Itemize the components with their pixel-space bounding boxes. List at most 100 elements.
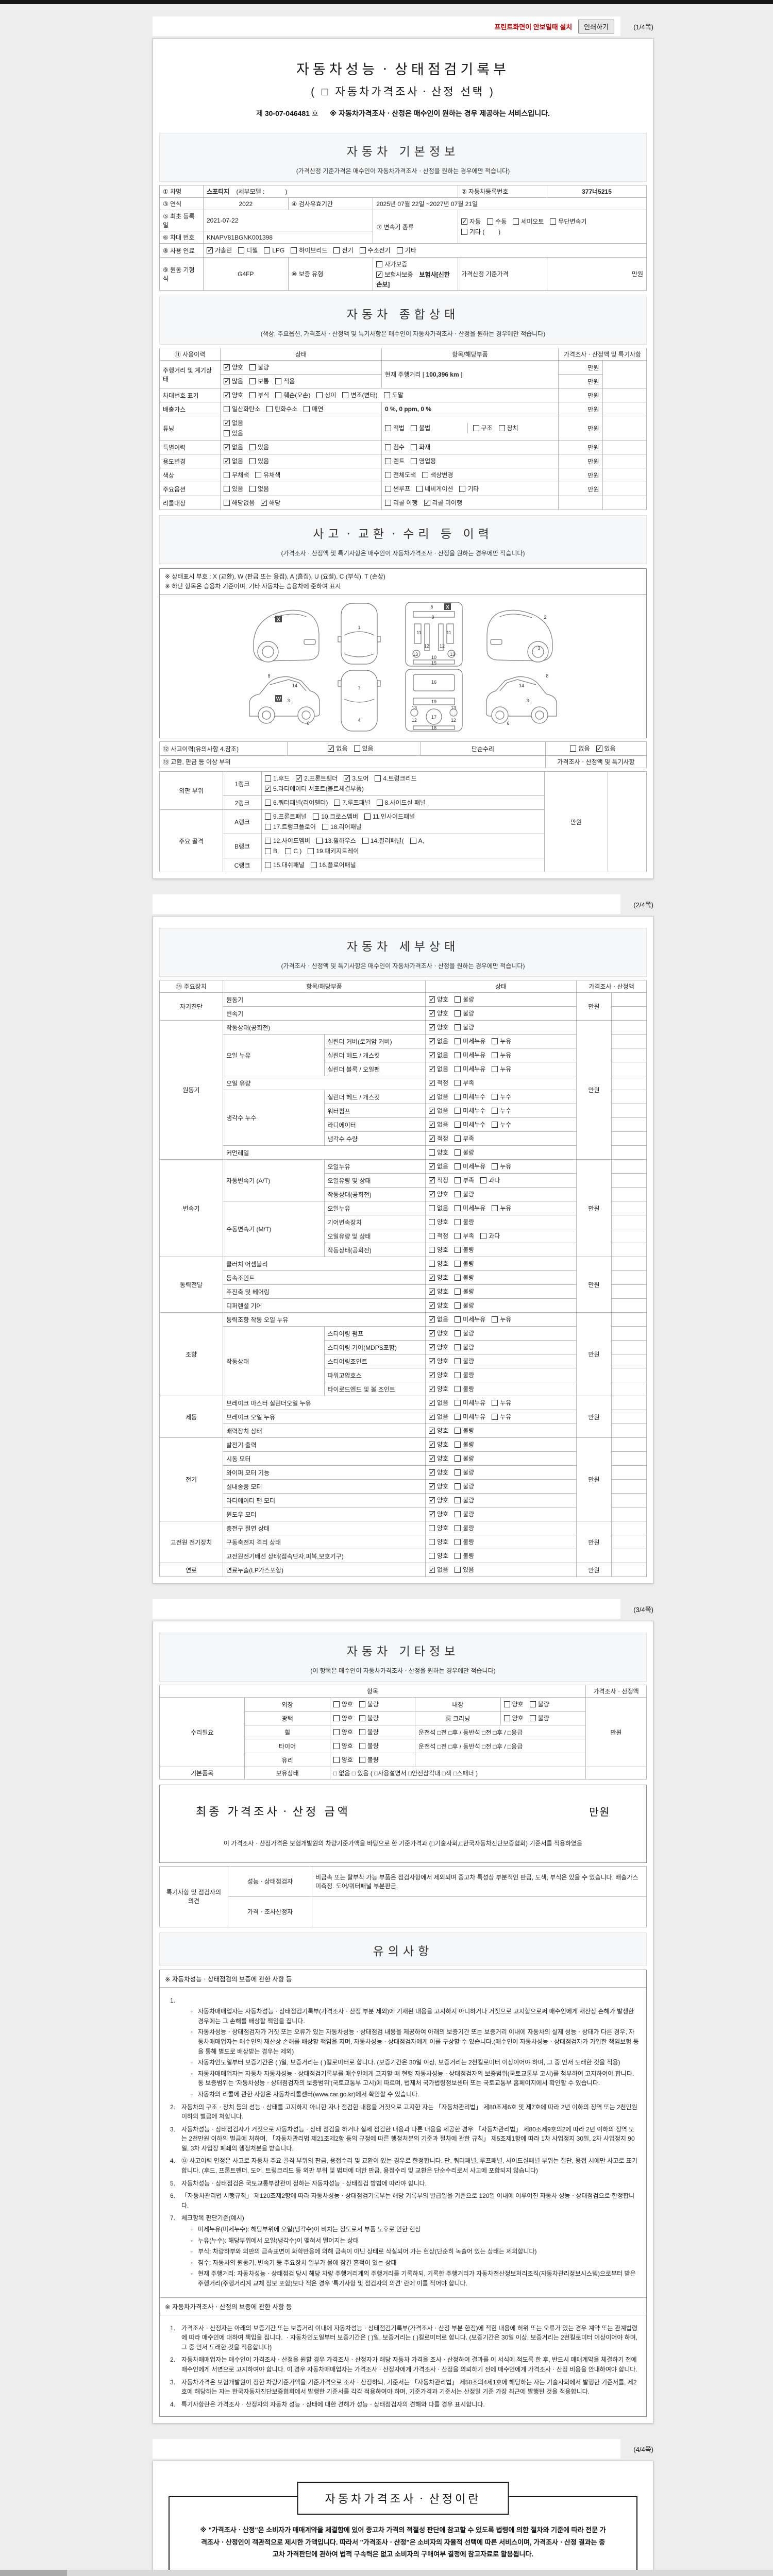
checkbox-없음[interactable] xyxy=(429,1036,435,1046)
checkbox-있음[interactable] xyxy=(249,458,256,464)
checkbox-리콜 이행[interactable] xyxy=(385,500,391,506)
checkbox-적정[interactable] xyxy=(429,1175,435,1185)
checkbox-없음[interactable] xyxy=(224,418,230,428)
checkbox-미세누유[interactable] xyxy=(455,1414,461,1420)
checkbox-불량[interactable] xyxy=(359,1729,365,1736)
checkbox-없음[interactable] xyxy=(429,1314,435,1325)
checkbox-무단변속기[interactable] xyxy=(550,218,557,225)
checkbox-미세누유[interactable] xyxy=(455,1316,461,1323)
checkbox-누유[interactable] xyxy=(492,1400,498,1406)
checkbox-미세누수[interactable] xyxy=(455,1122,461,1128)
checkbox-유채색[interactable] xyxy=(255,472,262,478)
checkbox-세미오토[interactable] xyxy=(513,218,519,225)
checkbox-불량[interactable] xyxy=(455,1469,461,1476)
checkbox-양호[interactable] xyxy=(333,1743,340,1750)
checkbox-부족[interactable] xyxy=(455,1136,461,1142)
checkbox-탄화수소[interactable] xyxy=(266,406,273,412)
checkbox-없음[interactable] xyxy=(570,745,577,752)
checkbox-양호[interactable] xyxy=(429,1370,435,1380)
checkbox-적정[interactable] xyxy=(429,1078,435,1088)
checkbox-5.라디에이터 서포트(볼트체결부품)[interactable] xyxy=(265,784,271,794)
checkbox-불량[interactable] xyxy=(359,1757,365,1764)
checkbox-불량[interactable] xyxy=(455,1497,461,1504)
checkbox-7.루프패널[interactable] xyxy=(334,800,341,806)
checkbox-부식[interactable] xyxy=(249,392,256,398)
checkbox-3.도어[interactable] xyxy=(344,773,350,784)
checkbox-양호[interactable] xyxy=(429,1008,435,1019)
checkbox-보통[interactable] xyxy=(249,378,256,384)
checkbox-보험사보증[interactable] xyxy=(376,269,383,280)
checkbox-양호[interactable] xyxy=(429,1342,435,1352)
checkbox-양호[interactable] xyxy=(429,1247,435,1253)
checkbox-불법[interactable] xyxy=(411,425,417,431)
checkbox-양호[interactable] xyxy=(429,1286,435,1297)
checkbox-있음[interactable] xyxy=(455,1567,461,1573)
checkbox-불량[interactable] xyxy=(455,1275,461,1281)
checkbox-양호[interactable] xyxy=(429,1022,435,1032)
checkbox-있음[interactable] xyxy=(596,743,602,754)
checkbox-있음[interactable] xyxy=(224,430,230,436)
checkbox-양호[interactable] xyxy=(429,1481,435,1492)
checkbox-기타[interactable] xyxy=(459,486,466,492)
checkbox-4.트렁크리드[interactable] xyxy=(375,775,381,782)
checkbox-해당[interactable] xyxy=(261,498,267,508)
checkbox-기타[interactable] xyxy=(396,247,403,253)
checkbox-미세누유[interactable] xyxy=(455,1400,461,1406)
checkbox-없음[interactable] xyxy=(328,743,334,754)
checkbox-많음[interactable] xyxy=(224,376,230,386)
checkbox-해당없음[interactable] xyxy=(224,500,230,506)
checkbox-양호[interactable] xyxy=(429,1328,435,1338)
checkbox-없음[interactable] xyxy=(429,1161,435,1172)
checkbox-자동[interactable] xyxy=(461,216,467,227)
checkbox-훼손(오손)[interactable] xyxy=(275,392,282,398)
checkbox-양호[interactable] xyxy=(429,1467,435,1478)
checkbox-불량[interactable] xyxy=(455,1247,461,1253)
checkbox-누유[interactable] xyxy=(492,1038,498,1045)
checkbox-미세누유[interactable] xyxy=(455,1205,461,1212)
checkbox-불량[interactable] xyxy=(455,1149,461,1156)
checkbox-누유[interactable] xyxy=(492,1316,498,1323)
checkbox-불량[interactable] xyxy=(455,1511,461,1518)
checkbox-네비게이션[interactable] xyxy=(416,486,423,492)
checkbox-양호[interactable] xyxy=(224,362,230,372)
checkbox-14.필러패널([interactable] xyxy=(362,838,368,844)
checkbox-미세누유[interactable] xyxy=(455,1163,461,1170)
checkbox-영업용[interactable] xyxy=(411,458,417,464)
checkbox-불량[interactable] xyxy=(455,1386,461,1393)
checkbox-양호[interactable] xyxy=(429,1273,435,1283)
checkbox-불량[interactable] xyxy=(455,1553,461,1560)
checkbox-가솔린[interactable] xyxy=(207,245,213,256)
checkbox-무채색[interactable] xyxy=(224,472,230,478)
checkbox-누유[interactable] xyxy=(492,1066,498,1073)
checkbox-전체도색[interactable] xyxy=(385,472,391,478)
checkbox-불량[interactable] xyxy=(359,1715,365,1722)
checkbox-불량[interactable] xyxy=(529,1715,536,1722)
checkbox-화재[interactable] xyxy=(411,444,417,450)
checkbox-불량[interactable] xyxy=(455,1289,461,1295)
checkbox-양호[interactable] xyxy=(429,1149,435,1156)
checkbox-없음[interactable] xyxy=(429,1092,435,1102)
checkbox-부족[interactable] xyxy=(455,1080,461,1087)
checkbox-없음[interactable] xyxy=(429,1050,435,1060)
checkbox-매연[interactable] xyxy=(304,406,310,412)
checkbox-구조[interactable] xyxy=(473,425,479,431)
checkbox-양호[interactable] xyxy=(503,1715,510,1722)
checkbox-하이브리드[interactable] xyxy=(291,247,297,253)
print-notice-link[interactable]: 프린트화면이 안보일때 설치 xyxy=(494,23,573,31)
checkbox-불량[interactable] xyxy=(455,1372,461,1379)
checkbox-불량[interactable] xyxy=(455,1358,461,1365)
checkbox-부족[interactable] xyxy=(455,1233,461,1240)
checkbox-부족[interactable] xyxy=(455,1177,461,1184)
checkbox-적정[interactable] xyxy=(429,1233,435,1240)
checkbox-불량[interactable] xyxy=(455,1539,461,1546)
checkbox-양호[interactable] xyxy=(429,1495,435,1505)
checkbox-16.플로어패널[interactable] xyxy=(310,862,317,869)
checkbox-기타 ( )[interactable] xyxy=(461,229,467,235)
checkbox-19.패키지트레이[interactable] xyxy=(308,848,314,855)
checkbox-12.사이드멤버[interactable] xyxy=(265,838,271,844)
checkbox-양호[interactable] xyxy=(429,1525,435,1532)
checkbox-적음[interactable] xyxy=(275,378,282,384)
checkbox-불량[interactable] xyxy=(455,1024,461,1031)
checkbox-양호[interactable] xyxy=(429,1509,435,1519)
checkbox-불량[interactable] xyxy=(359,1743,365,1750)
